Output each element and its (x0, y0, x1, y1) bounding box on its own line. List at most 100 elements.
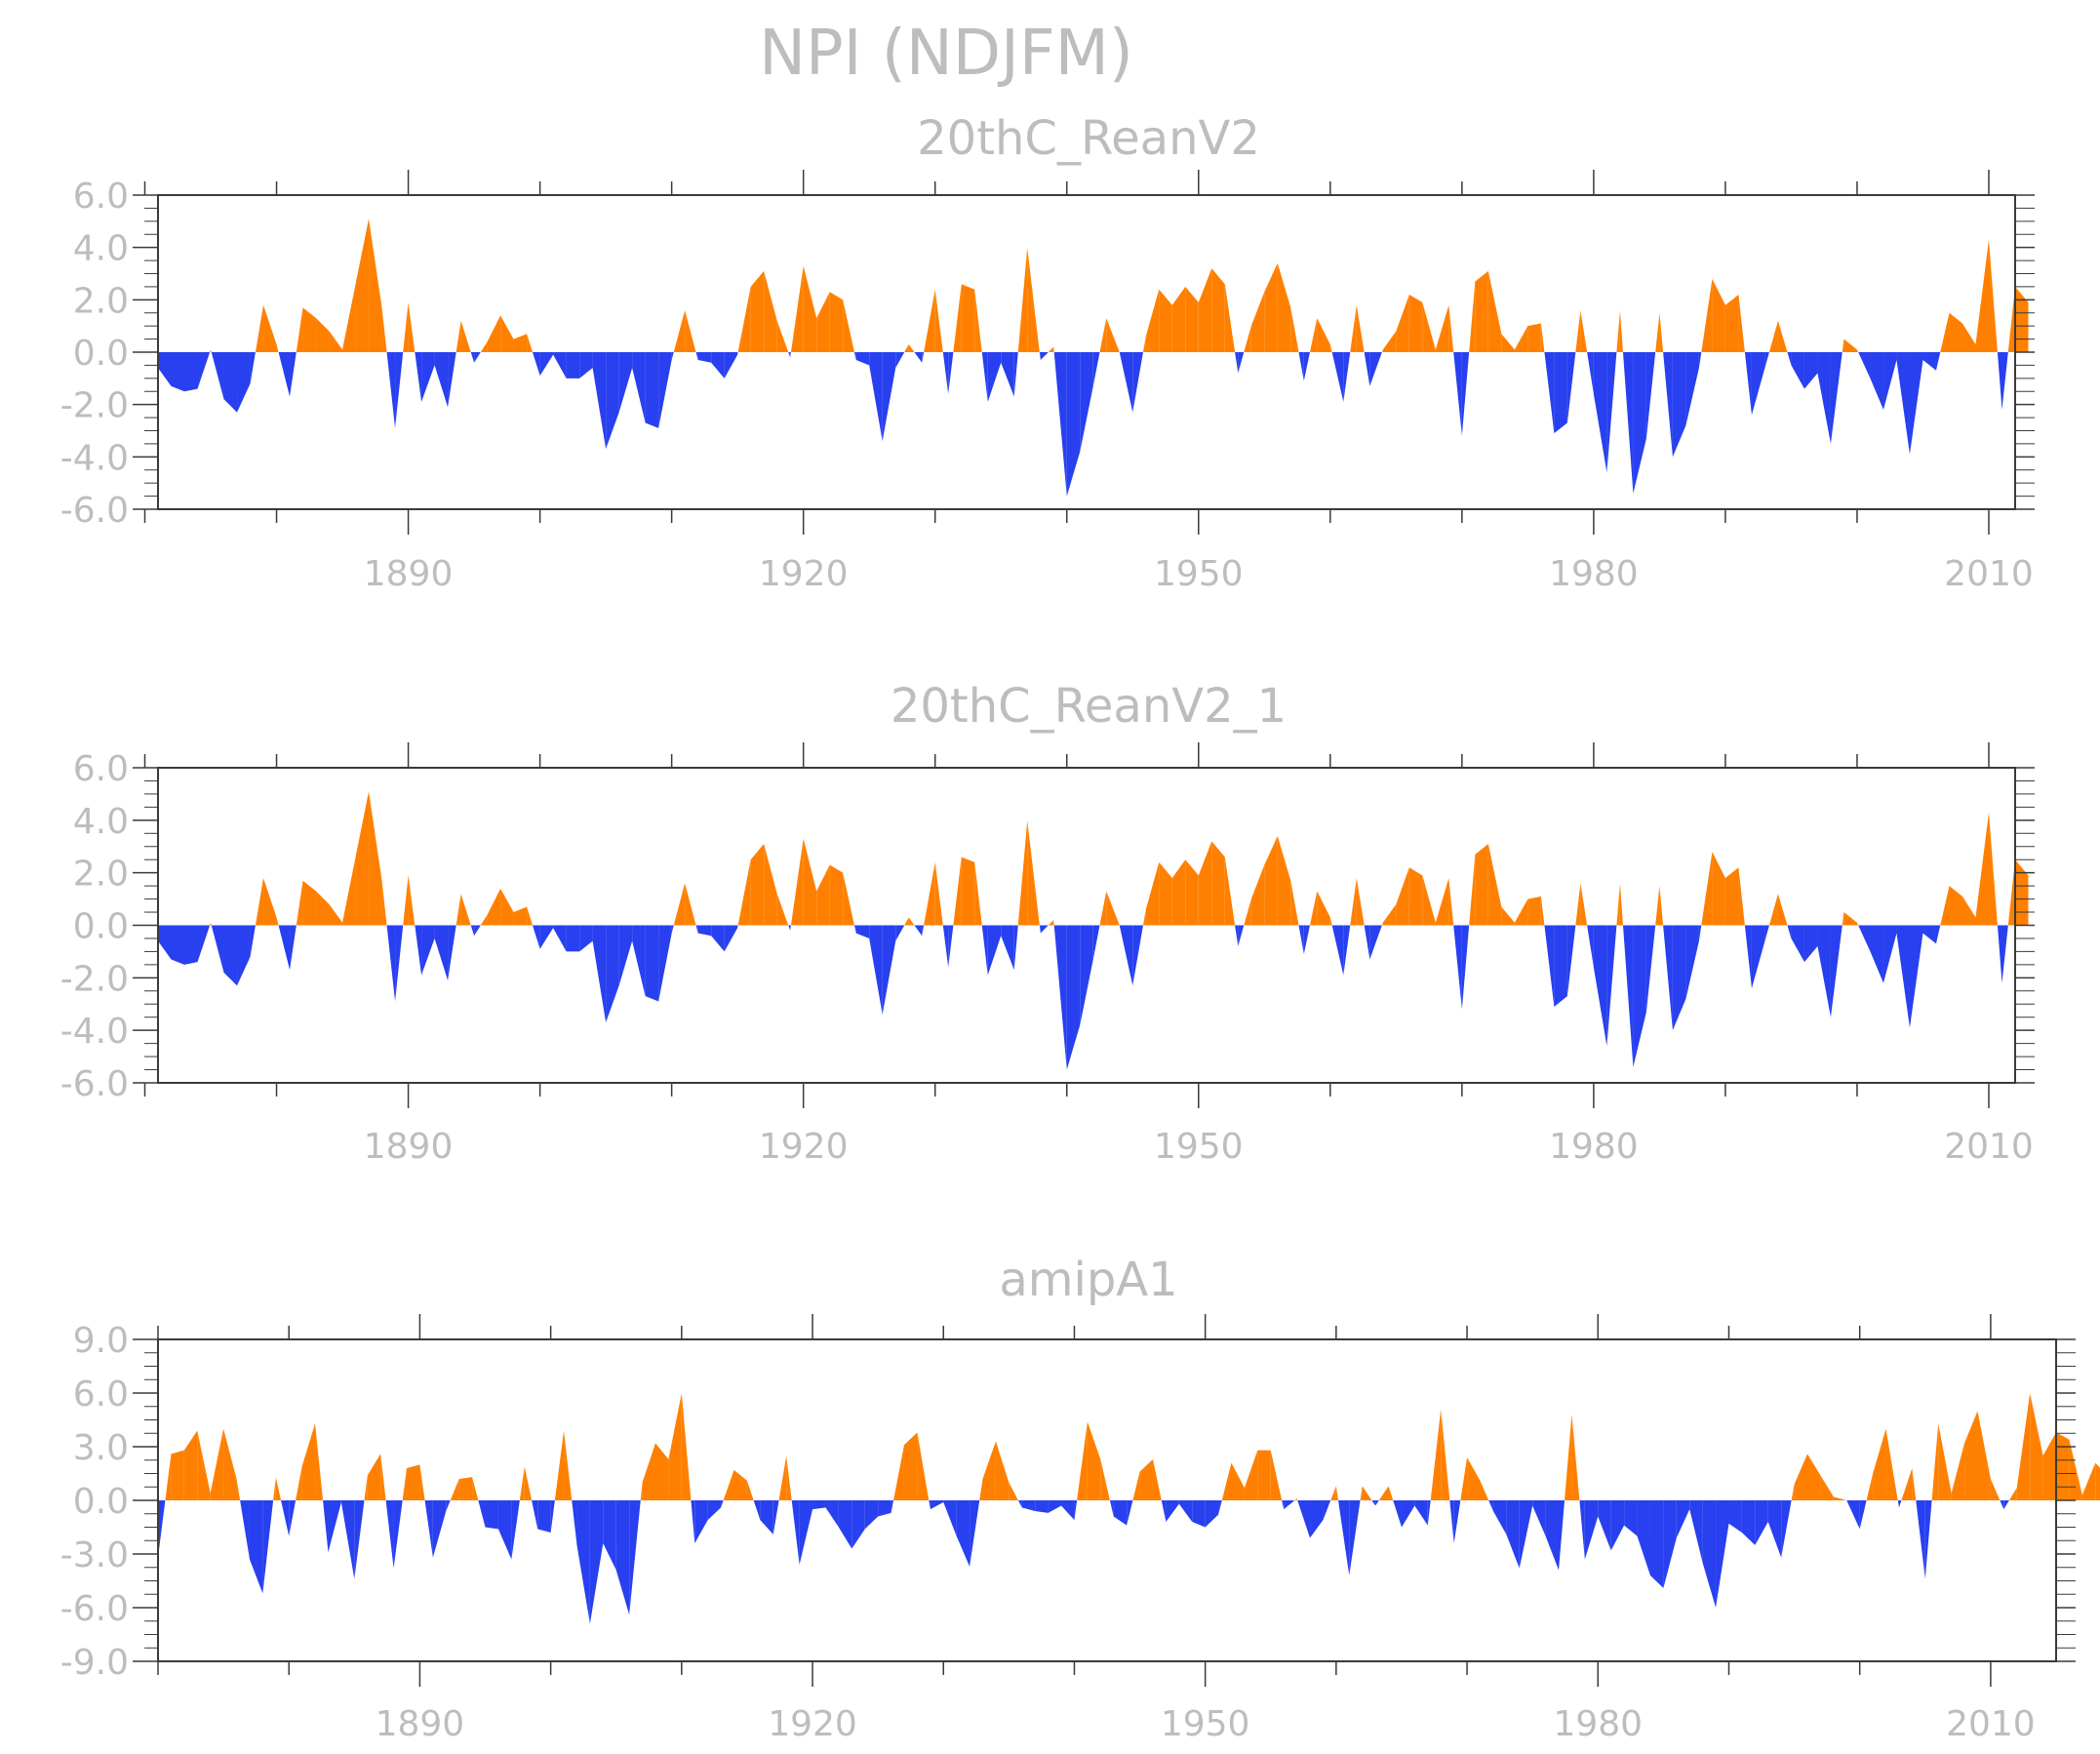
series-segment-positive (1360, 1486, 1363, 1500)
series-segment-negative (1882, 925, 1897, 983)
y-tick-label: -2.0 (60, 386, 129, 426)
series-segment-negative (223, 352, 238, 413)
series-segment-negative (1092, 925, 1100, 960)
series-segment-positive (1257, 1450, 1271, 1500)
series-segment-positive (1329, 917, 1332, 926)
series-segment-negative (981, 352, 988, 402)
series-segment-negative (853, 352, 856, 361)
series-segment-positive (564, 1430, 573, 1500)
series-segment-positive (342, 857, 356, 926)
series-segment-positive (1977, 1411, 1991, 1500)
series-segment-positive (843, 872, 854, 926)
series-segment-negative (497, 1500, 512, 1560)
series-segment-positive (1198, 268, 1212, 352)
series-segment-negative (566, 352, 580, 379)
series-segment-negative (289, 1500, 297, 1536)
series-segment-positive (1580, 310, 1588, 352)
panel-2-title: 20thC_ReanV2_1 (891, 679, 1287, 734)
series-segment-negative (1728, 1500, 1742, 1533)
series-segment-positive (1382, 903, 1397, 926)
series-segment-positive (903, 1432, 918, 1500)
series-segment-negative (470, 352, 475, 363)
series-segment-positive (403, 875, 409, 926)
series-segment-negative (632, 352, 646, 423)
series-segment-positive (979, 1479, 983, 1500)
series-segment-negative (1284, 1500, 1295, 1510)
panel-1-plot: 6.0 4.0 2.0 0.0 -2.0 -4.0 -6.0 1890 1920 1950 1980… (60, 170, 2035, 594)
series-segment-negative (1427, 1500, 1431, 1526)
series-segment-negative (1375, 1500, 1379, 1506)
x-tick-label: 1980 (1553, 1704, 1643, 1744)
series-segment-positive (1866, 1473, 1874, 1500)
series-segment-negative (211, 352, 224, 400)
series-segment-positive (460, 894, 471, 926)
series-segment-negative (1113, 1500, 1128, 1526)
series-segment-negative (1013, 925, 1018, 971)
series-segment-negative (914, 925, 923, 937)
series-segment-positive (1356, 304, 1365, 352)
series-segment-negative (1610, 1500, 1625, 1551)
series-segment-positive (640, 1482, 643, 1500)
series-segment-positive (1396, 867, 1409, 926)
series-segment-negative (942, 925, 949, 968)
series-segment-positive (1356, 878, 1365, 926)
y-tick-label: 4.0 (73, 802, 129, 842)
series-segment-negative (589, 1500, 604, 1624)
series-segment-positive (843, 299, 854, 352)
series-segment-positive (1244, 898, 1251, 926)
series-segment-negative (1672, 925, 1686, 1031)
series-segment-negative (1492, 1500, 1507, 1535)
series-segment-positive (764, 270, 777, 352)
series-segment-positive (2095, 1462, 2100, 1500)
series-segment-positive (1724, 294, 1739, 352)
series-segment-positive (1290, 880, 1299, 926)
series-segment-positive (513, 906, 528, 926)
x-tick-label: 1890 (376, 1704, 465, 1744)
series-segment-negative (1053, 352, 1067, 497)
series-segment-negative (434, 925, 449, 981)
series-segment-positive (1171, 286, 1186, 352)
series-segment-negative (579, 352, 593, 379)
series-segment-positive (2030, 1393, 2043, 1500)
series-segment-positive (1619, 310, 1623, 352)
series-segment-negative (1579, 1500, 1585, 1560)
series-segment-negative (864, 1500, 879, 1530)
series-segment-negative (711, 352, 725, 379)
series-segment-negative (421, 352, 435, 402)
x-tick-label: 1950 (1154, 1127, 1244, 1167)
series-segment-positive (1777, 320, 1788, 352)
series-segment-negative (386, 925, 396, 1002)
series-segment-positive (1106, 891, 1120, 926)
series-segment-positive (458, 1477, 473, 1500)
y-tick-label: 0.0 (73, 907, 129, 947)
series-segment-negative (1689, 1500, 1703, 1564)
series-segment-positive (1430, 1409, 1442, 1500)
series-segment-positive (210, 349, 212, 352)
panel-3-title: amipA1 (999, 1253, 1177, 1307)
series-segment-negative (981, 925, 988, 976)
series-segment-negative (424, 1500, 433, 1558)
series-segment-negative (1606, 352, 1617, 473)
series-segment-positive (1873, 1428, 1886, 1500)
series-segment-negative (395, 925, 404, 1002)
series-segment-negative (385, 1500, 394, 1569)
series-segment-negative (812, 1500, 826, 1510)
series-segment-negative (737, 352, 738, 355)
series-segment-negative (930, 1500, 944, 1510)
series-segment-negative (1371, 1500, 1376, 1506)
series-segment-negative (576, 1500, 590, 1624)
series-segment-positive (480, 341, 488, 352)
series-segment-negative (869, 925, 883, 1016)
series-segment-negative (537, 1500, 551, 1533)
series-segment-negative (1645, 925, 1656, 1013)
series-segment-positive (1362, 1486, 1372, 1500)
series-segment-positive (1724, 867, 1739, 926)
series-segment-negative (566, 925, 580, 952)
series-segment-positive (369, 219, 382, 352)
y-tick-label: 3.0 (73, 1428, 129, 1468)
series-segment-positive (1961, 323, 1976, 352)
series-segment-negative (606, 925, 619, 1023)
series-segment-negative (1637, 1500, 1650, 1575)
series-segment-negative (340, 1500, 355, 1579)
series-segment-positive (316, 318, 330, 352)
